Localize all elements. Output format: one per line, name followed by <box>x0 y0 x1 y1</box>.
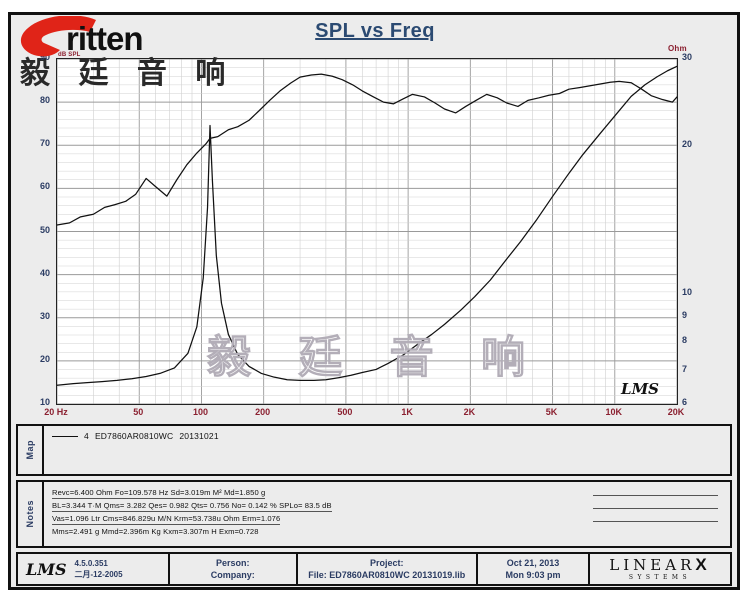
build-date: 二月-12-2005 <box>74 570 123 579</box>
x-tick: 20 Hz <box>44 407 68 417</box>
map-body: 4 ED7860AR0810WC 20131021 <box>44 426 730 474</box>
notes-text: BL=3.344 T·M Qms= 3.282 Qes= 0.982 Qts= … <box>52 501 332 512</box>
x-tick: 2K <box>463 407 476 417</box>
notes-text: Vas=1.096 Ltr Cms=846.829u M/N Krm=53.73… <box>52 514 281 525</box>
footer-version-text: 4.5.0.351 二月-12-2005 <box>75 558 123 580</box>
x-tick: 500 <box>337 407 353 417</box>
footer-time: Mon 9:03 pm <box>505 570 561 580</box>
y-tick-right: 20 <box>682 138 693 149</box>
y-tick-right: 9 <box>682 310 688 321</box>
map-gutter: Map <box>18 426 44 474</box>
vendor-mark: X <box>695 554 711 574</box>
notes-row: BL=3.344 T·M Qms= 3.282 Qes= 0.982 Qts= … <box>52 500 722 513</box>
notes-row: Vas=1.096 Ltr Cms=846.829u M/N Krm=53.73… <box>52 513 722 526</box>
notes-body: Revc=6.400 Ohm Fo=109.578 Hz Sd=3.019m M… <box>44 482 730 546</box>
footer-date: Oct 21, 2013 <box>506 558 560 568</box>
map-gutter-label: Map <box>25 440 35 460</box>
y-tick-right: 6 <box>682 397 688 407</box>
x-tick: 200 <box>255 407 271 417</box>
map-panel: Map 4 ED7860AR0810WC 20131021 <box>16 424 732 476</box>
spl-impedance-chart: 毅 廷 音 响 LMS <box>56 58 678 405</box>
legend-line-icon <box>52 435 78 437</box>
y-tick-left: 50 <box>39 224 50 235</box>
y-tick-left: 90 <box>39 52 50 62</box>
notes-rule <box>593 521 718 522</box>
y-tick-right: 10 <box>682 287 693 298</box>
company-label: Company: <box>210 570 255 580</box>
notes-gutter-label: Notes <box>25 500 35 528</box>
x-tick: 1K <box>401 407 413 417</box>
person-label: Person: <box>216 558 250 568</box>
x-tick: 100 <box>192 407 208 417</box>
y-axis-left-label: dB SPL <box>58 52 81 58</box>
y-tick-left: 70 <box>39 138 50 149</box>
y-tick-left: 40 <box>39 267 50 278</box>
y-tick-left: 10 <box>39 397 50 407</box>
y-tick-left: 80 <box>39 95 50 106</box>
footer-project-cell: Project: File: ED7860AR0810WC 20131019.l… <box>298 554 478 584</box>
y-tick-left: 60 <box>39 181 50 192</box>
legend-item[interactable]: 4 ED7860AR0810WC 20131021 <box>52 431 722 441</box>
notes-text: Revc=6.400 Ohm Fo=109.578 Hz Sd=3.019m M… <box>52 488 266 499</box>
lms-logo: LMS <box>26 559 67 579</box>
vendor-sub: SYSTEMS <box>628 573 692 581</box>
y-tick-left: 20 <box>39 353 50 364</box>
report-footer: LMS 4.5.0.351 二月-12-2005 Person: Company… <box>16 552 732 586</box>
notes-panel: Notes Revc=6.400 Ohm Fo=109.578 Hz Sd=3.… <box>16 480 732 548</box>
footer-vendor-cell: LINEARX SYSTEMS <box>590 554 730 584</box>
footer-date-cell: Oct 21, 2013 Mon 9:03 pm <box>478 554 590 584</box>
notes-row: Mms=2.491 g Mmd=2.396m Kg Kxm=3.307m H E… <box>52 526 722 539</box>
page-title: SPL vs Freq <box>0 20 750 43</box>
notes-rule <box>593 495 718 496</box>
legend-index: 4 <box>84 431 89 441</box>
y-tick-right: 8 <box>682 335 688 346</box>
page-title-text: SPL vs Freq <box>315 20 435 42</box>
vendor-name: LINEAR <box>609 555 696 574</box>
x-tick: 5K <box>545 407 558 417</box>
vendor-logo: LINEARX <box>609 554 711 574</box>
chart-canvas <box>57 59 677 404</box>
notes-text: Mms=2.491 g Mmd=2.396m Kg Kxm=3.307m H E… <box>52 527 259 536</box>
y-tick-left: 30 <box>39 310 50 321</box>
x-tick: 50 <box>133 407 144 417</box>
x-tick: 20K <box>667 407 685 417</box>
notes-row: Revc=6.400 Ohm Fo=109.578 Hz Sd=3.019m M… <box>52 487 722 500</box>
version-number: 4.5.0.351 <box>74 559 108 568</box>
x-tick: 10K <box>605 407 623 417</box>
file-label: File: ED7860AR0810WC 20131019.lib <box>308 570 466 580</box>
y-tick-right: 30 <box>682 52 693 62</box>
project-label: Project: <box>370 558 404 568</box>
y-axis-right-label: Ohm <box>668 44 687 53</box>
footer-person-cell: Person: Company: <box>170 554 298 584</box>
footer-version-cell: LMS 4.5.0.351 二月-12-2005 <box>18 554 170 584</box>
lms-watermark: LMS <box>621 380 659 398</box>
notes-rule <box>593 508 718 509</box>
legend-name: ED7860AR0810WC <box>94 431 174 441</box>
y-tick-right: 7 <box>682 363 688 374</box>
notes-gutter: Notes <box>18 482 44 546</box>
legend-date: 20131021 <box>179 431 219 441</box>
